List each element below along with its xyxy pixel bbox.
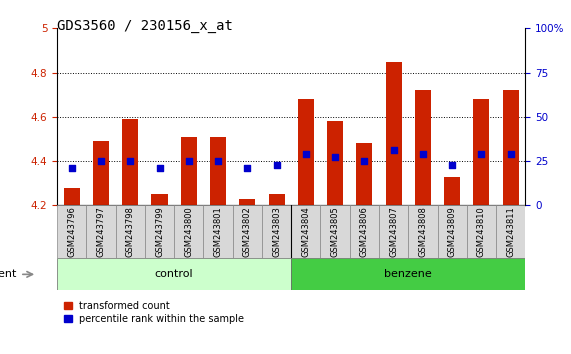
Point xyxy=(184,158,194,164)
Point xyxy=(126,158,135,164)
Bar xyxy=(151,194,167,205)
FancyBboxPatch shape xyxy=(86,205,115,258)
Bar xyxy=(93,141,109,205)
Text: control: control xyxy=(155,269,194,279)
Text: GSM243796: GSM243796 xyxy=(67,206,77,257)
Bar xyxy=(298,99,314,205)
FancyBboxPatch shape xyxy=(349,205,379,258)
Text: agent: agent xyxy=(0,269,17,279)
Text: GSM243808: GSM243808 xyxy=(419,206,428,257)
Text: GSM243801: GSM243801 xyxy=(214,206,223,257)
Point xyxy=(331,154,340,160)
Point xyxy=(448,163,457,169)
FancyBboxPatch shape xyxy=(145,205,174,258)
Point xyxy=(243,165,252,171)
Point xyxy=(301,152,311,157)
Bar xyxy=(385,62,401,205)
FancyBboxPatch shape xyxy=(379,205,408,258)
Bar xyxy=(268,194,284,205)
Text: GSM243806: GSM243806 xyxy=(360,206,369,257)
FancyBboxPatch shape xyxy=(262,205,291,258)
Point xyxy=(272,163,281,169)
FancyBboxPatch shape xyxy=(496,205,525,258)
Text: GSM243797: GSM243797 xyxy=(96,206,106,257)
FancyBboxPatch shape xyxy=(57,205,86,258)
Text: GSM243799: GSM243799 xyxy=(155,206,164,257)
Text: GDS3560 / 230156_x_at: GDS3560 / 230156_x_at xyxy=(57,19,233,34)
Bar xyxy=(415,90,431,205)
Text: GSM243804: GSM243804 xyxy=(301,206,311,257)
FancyBboxPatch shape xyxy=(408,205,437,258)
FancyBboxPatch shape xyxy=(57,258,291,290)
Bar xyxy=(444,177,460,205)
Text: benzene: benzene xyxy=(384,269,432,279)
Text: GSM243807: GSM243807 xyxy=(389,206,398,257)
FancyBboxPatch shape xyxy=(320,205,349,258)
Text: GSM243811: GSM243811 xyxy=(506,206,515,257)
Point xyxy=(96,158,106,164)
Text: GSM243810: GSM243810 xyxy=(477,206,486,257)
Bar xyxy=(473,99,489,205)
Text: GSM243800: GSM243800 xyxy=(184,206,194,257)
Bar xyxy=(122,119,138,205)
FancyBboxPatch shape xyxy=(233,205,262,258)
Bar xyxy=(239,199,255,205)
Bar xyxy=(356,143,372,205)
Point xyxy=(67,165,77,171)
Text: GSM243803: GSM243803 xyxy=(272,206,281,257)
FancyBboxPatch shape xyxy=(437,205,467,258)
Point xyxy=(477,152,486,157)
Text: GSM243805: GSM243805 xyxy=(331,206,340,257)
Legend: transformed count, percentile rank within the sample: transformed count, percentile rank withi… xyxy=(62,299,247,325)
Bar xyxy=(64,188,80,205)
Point xyxy=(419,152,428,157)
Text: GSM243798: GSM243798 xyxy=(126,206,135,257)
Bar xyxy=(181,137,197,205)
Point xyxy=(155,165,164,171)
FancyBboxPatch shape xyxy=(174,205,203,258)
Text: GSM243802: GSM243802 xyxy=(243,206,252,257)
FancyBboxPatch shape xyxy=(115,205,145,258)
Text: GSM243809: GSM243809 xyxy=(448,206,457,257)
Point xyxy=(214,158,223,164)
Point xyxy=(506,152,515,157)
Bar xyxy=(210,137,226,205)
Bar xyxy=(502,90,518,205)
FancyBboxPatch shape xyxy=(291,205,320,258)
Bar xyxy=(327,121,343,205)
FancyBboxPatch shape xyxy=(467,205,496,258)
Point xyxy=(389,147,398,153)
FancyBboxPatch shape xyxy=(203,205,233,258)
Point xyxy=(360,158,369,164)
FancyBboxPatch shape xyxy=(291,258,525,290)
